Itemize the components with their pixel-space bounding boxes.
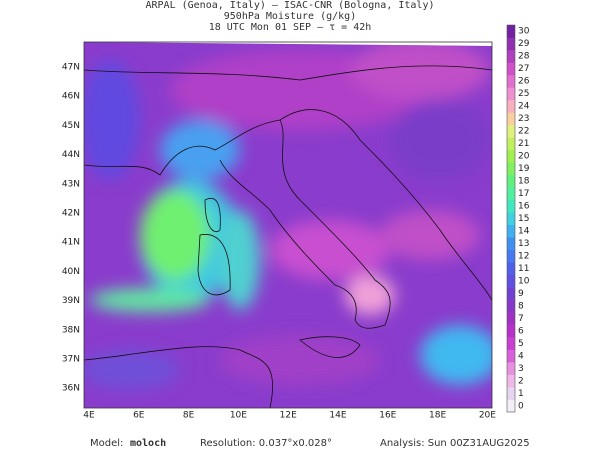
- lat-label: 36N: [62, 384, 80, 394]
- header-line: 950hPa Moisture (g/kg): [224, 11, 356, 22]
- colorbar-swatch: [507, 99, 515, 113]
- colorbar-swatch: [507, 349, 515, 363]
- colorbar-swatch: [507, 37, 515, 51]
- lon-label: 12E: [280, 411, 297, 421]
- colorbar-swatch: [507, 112, 515, 126]
- colorbar-swatch: [507, 262, 515, 275]
- lat-label: 41N: [62, 238, 80, 248]
- footer-analysis: Analysis: Sun 00Z31AUG2025: [380, 438, 530, 449]
- lat-label: 47N: [62, 63, 80, 73]
- colorbar-label: 23: [518, 114, 529, 124]
- header-line: 18 UTC Mon 01 SEP – τ = 42h: [209, 22, 372, 33]
- colorbar-label: 24: [518, 102, 530, 112]
- footer-resolution: Resolution: 0.037°x0.028°: [200, 438, 332, 449]
- colorbar-swatch: [507, 49, 515, 63]
- colorbar-label: 26: [518, 77, 530, 87]
- colorbar-label: 11: [518, 264, 529, 274]
- colorbar-label: 9: [518, 289, 524, 299]
- colorbar-label: 3: [518, 364, 524, 374]
- colorbar-swatch: [507, 299, 515, 313]
- colorbar-swatch: [507, 25, 515, 38]
- colorbar-swatch: [507, 62, 515, 76]
- colorbar-label: 2: [518, 376, 524, 386]
- colorbar-swatch: [507, 137, 515, 151]
- colorbar-label: 13: [518, 239, 529, 249]
- colorbar-label: 28: [518, 52, 530, 62]
- lat-label: 43N: [62, 179, 80, 189]
- colorbar-swatch: [507, 74, 515, 88]
- colorbar-swatch: [507, 387, 515, 400]
- colorbar-swatch: [507, 287, 515, 300]
- lat-label: 38N: [62, 325, 80, 335]
- colorbar-swatch: [507, 212, 515, 226]
- colorbar-swatch: [507, 312, 515, 325]
- footer-model: moloch: [130, 438, 166, 449]
- lat-label: 42N: [62, 209, 80, 219]
- header-line: ARPAL (Genoa, Italy) – ISAC-CNR (Bologna…: [146, 0, 435, 11]
- moisture-field: [84, 42, 492, 408]
- colorbar-swatch: [507, 149, 515, 163]
- colorbar-swatch: [507, 324, 515, 338]
- colorbar-swatch: [507, 199, 515, 213]
- colorbar-label: 5: [518, 339, 524, 349]
- coastlines: [84, 65, 492, 408]
- colorbar-swatch: [507, 162, 515, 176]
- colorbar-swatch: [507, 87, 515, 101]
- lon-label: 20E: [479, 411, 496, 421]
- lat-label: 45N: [62, 121, 80, 131]
- colorbar-swatch: [507, 237, 515, 251]
- lon-label: 18E: [429, 411, 446, 421]
- lon-label: 4E: [83, 411, 95, 421]
- colorbar-label: 7: [518, 314, 524, 324]
- lat-label: 39N: [62, 296, 80, 306]
- colorbar-label: 25: [518, 89, 529, 99]
- colorbar-swatch: [507, 399, 515, 413]
- colorbar-label: 4: [518, 351, 524, 361]
- colorbar-swatch: [507, 187, 515, 201]
- lat-label: 37N: [62, 355, 80, 365]
- colorbar-label: 30: [518, 27, 530, 37]
- colorbar-label: 14: [518, 226, 530, 236]
- lat-label: 40N: [62, 267, 80, 277]
- colorbar-label: 19: [518, 164, 530, 174]
- map-frame: [83, 41, 493, 409]
- colorbar-frame: [506, 24, 516, 413]
- colorbar-label: 1: [518, 389, 524, 399]
- lon-label: 6E: [133, 411, 145, 421]
- colorbar-label: 12: [518, 251, 529, 261]
- colorbar-swatch: [507, 274, 515, 288]
- colorbar-label: 20: [518, 152, 530, 162]
- colorbar-label: 8: [518, 301, 524, 311]
- colorbar-label: 0: [518, 401, 524, 411]
- colorbar-swatch: [507, 362, 515, 375]
- colorbar-label: 22: [518, 127, 529, 137]
- lat-label: 44N: [62, 150, 80, 160]
- lon-label: 14E: [329, 411, 346, 421]
- colorbar-swatch: [507, 174, 515, 188]
- lon-label: 10E: [230, 411, 247, 421]
- lon-label: 16E: [379, 411, 396, 421]
- colorbar-label: 6: [518, 326, 524, 336]
- colorbar-label: 10: [518, 276, 530, 286]
- footer-model-label: Model:: [90, 438, 123, 449]
- colorbar-swatch: [507, 249, 515, 263]
- lon-label: 8E: [183, 411, 195, 421]
- colorbar-label: 21: [518, 139, 529, 149]
- colorbar-label: 29: [518, 39, 530, 49]
- colorbar-swatch: [507, 124, 515, 138]
- colorbar-label: 16: [518, 202, 530, 212]
- colorbar-label: 17: [518, 189, 529, 199]
- colorbar-label: 18: [518, 177, 530, 187]
- colorbar-swatch: [507, 374, 515, 388]
- colorbar-label: 15: [518, 214, 529, 224]
- colorbar-swatch: [507, 337, 515, 350]
- colorbar-swatch: [507, 224, 515, 238]
- colorbar-label: 27: [518, 64, 529, 74]
- lat-label: 46N: [62, 92, 80, 102]
